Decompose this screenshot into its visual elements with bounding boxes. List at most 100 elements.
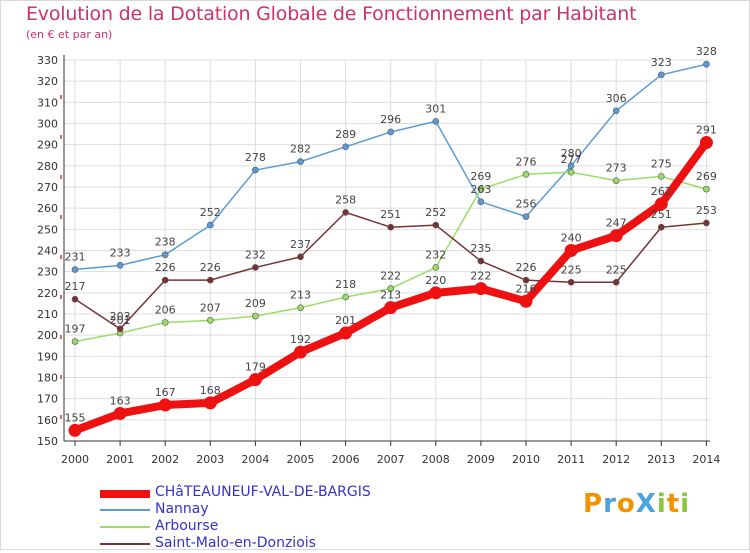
x-tick-label: 2010 [512, 453, 540, 466]
data-label: 328 [696, 45, 717, 58]
data-point [384, 301, 398, 315]
legend-label: CHâTEAUNEUF-VAL-DE-BARGIS [155, 484, 371, 500]
x-tick-label: 2012 [602, 453, 630, 466]
data-point [522, 276, 530, 284]
data-point [612, 278, 620, 286]
data-point [429, 286, 443, 300]
data-label: 226 [200, 261, 221, 274]
data-label: 233 [110, 246, 131, 259]
data-point [248, 373, 262, 387]
data-point [113, 406, 127, 420]
logo-letter: P [583, 489, 604, 519]
data-point [342, 293, 349, 301]
data-label: 262 [651, 185, 672, 198]
y-tick-label: 270 [37, 181, 58, 194]
x-tick-label: 2004 [241, 453, 269, 466]
data-point [477, 185, 485, 193]
data-point [567, 278, 575, 286]
y-tick-label: 310 [37, 96, 58, 109]
logo-letter: r [603, 489, 617, 519]
y-tick-label: 190 [37, 350, 58, 363]
data-point [703, 185, 710, 193]
logo-letter: X [635, 489, 657, 519]
x-tick-label: 2002 [151, 453, 179, 466]
y-tick-label: 250 [37, 223, 58, 236]
data-label: 167 [155, 386, 176, 399]
data-point [387, 223, 395, 231]
data-point [207, 317, 214, 324]
data-label: 263 [470, 183, 491, 196]
data-label: 232 [245, 248, 266, 261]
data-label: 231 [65, 251, 86, 264]
legend-label: Saint-Malo-en-Donziois [155, 535, 316, 551]
data-label: 238 [155, 236, 176, 249]
data-point [387, 128, 395, 136]
x-tick-label: 2008 [422, 453, 450, 466]
data-point [567, 168, 575, 176]
logo-letter: t [666, 489, 681, 519]
data-point [387, 285, 395, 292]
data-label: 275 [651, 157, 672, 170]
series-2 [71, 168, 710, 345]
legend-label: Arbourse [155, 518, 219, 534]
data-point [161, 276, 169, 284]
data-label: 273 [606, 162, 627, 175]
data-point [703, 60, 710, 68]
x-tick-label: 2014 [692, 453, 720, 466]
x-tick-label: 2011 [557, 453, 585, 466]
y-tick-label: 280 [37, 160, 58, 173]
data-label: 192 [290, 333, 311, 346]
data-label: 251 [651, 208, 672, 221]
x-tick-label: 2007 [377, 453, 405, 466]
data-label: 323 [651, 56, 672, 69]
data-label: 203 [110, 310, 131, 323]
data-point [612, 177, 620, 184]
data-point [116, 262, 124, 269]
chart-title: Evolution de la Dotation Globale de Fonc… [26, 3, 637, 25]
data-point [71, 266, 79, 273]
data-point [657, 71, 665, 79]
data-label: 251 [380, 208, 401, 221]
logo-letter: i [656, 489, 667, 519]
data-label: 253 [696, 204, 717, 217]
logo-letter: i [680, 489, 691, 519]
x-tick-label: 2006 [332, 453, 360, 466]
x-tick-label: 2005 [287, 453, 315, 466]
data-point [432, 118, 440, 125]
data-label: 296 [380, 113, 401, 126]
data-label: 216 [516, 282, 537, 295]
data-label: 301 [425, 102, 446, 115]
data-label: 280 [561, 147, 582, 160]
data-point [297, 158, 304, 165]
data-label: 155 [65, 411, 86, 424]
legend-swatch [100, 543, 150, 545]
data-point [567, 162, 575, 170]
series-0 [68, 136, 713, 437]
data-point [339, 326, 353, 340]
y-tick-label: 210 [37, 308, 58, 321]
chart-subtitle: (en € et par an) [26, 28, 113, 41]
data-point [654, 197, 668, 211]
data-label: 201 [335, 314, 356, 327]
data-point [297, 304, 304, 311]
data-point [474, 282, 488, 296]
y-tick-label: 230 [37, 266, 58, 279]
y-tick-label: 180 [37, 372, 58, 385]
data-label: 217 [65, 280, 86, 293]
legend-swatch [100, 526, 150, 528]
data-point [432, 264, 440, 271]
data-label: 197 [65, 323, 86, 336]
data-label: 291 [696, 124, 717, 137]
y-tick-label: 320 [37, 75, 58, 88]
data-label: 168 [200, 384, 221, 397]
data-label: 289 [335, 128, 356, 141]
data-label: 252 [200, 206, 221, 219]
data-point [522, 213, 530, 220]
data-point [252, 264, 259, 271]
data-label: 252 [425, 206, 446, 219]
data-point [294, 345, 307, 359]
x-tick-label: 2003 [196, 453, 224, 466]
data-label: 258 [335, 193, 356, 206]
data-label: 277 [561, 153, 582, 166]
x-tick-label: 2013 [647, 453, 675, 466]
